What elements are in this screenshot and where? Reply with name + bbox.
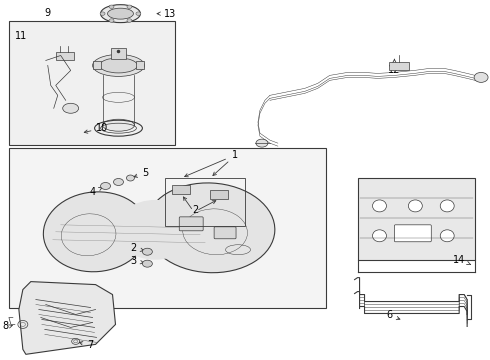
Text: 14: 14	[453, 255, 471, 265]
Ellipse shape	[372, 230, 387, 242]
Polygon shape	[19, 282, 116, 354]
Ellipse shape	[127, 5, 132, 9]
Ellipse shape	[143, 248, 152, 255]
Ellipse shape	[100, 183, 111, 189]
Ellipse shape	[102, 119, 134, 131]
Bar	[390, 62, 409, 71]
Text: 9: 9	[45, 8, 51, 18]
Ellipse shape	[143, 260, 152, 267]
Ellipse shape	[43, 192, 148, 272]
FancyBboxPatch shape	[358, 178, 475, 260]
FancyBboxPatch shape	[214, 227, 236, 239]
Ellipse shape	[146, 183, 275, 273]
Text: 13: 13	[157, 9, 176, 19]
FancyBboxPatch shape	[179, 217, 203, 231]
Ellipse shape	[107, 8, 133, 19]
Ellipse shape	[99, 58, 137, 73]
Bar	[136, 62, 145, 69]
Text: 8: 8	[3, 321, 9, 332]
Ellipse shape	[109, 19, 114, 22]
Bar	[111, 48, 126, 59]
Text: 11: 11	[15, 31, 27, 41]
Bar	[9, 21, 175, 145]
Text: 6: 6	[387, 310, 400, 320]
Ellipse shape	[63, 103, 78, 113]
Text: 2: 2	[192, 205, 198, 215]
Ellipse shape	[408, 200, 422, 212]
Bar	[93, 62, 100, 69]
Ellipse shape	[100, 12, 105, 15]
Ellipse shape	[100, 5, 141, 23]
Text: 1: 1	[232, 150, 238, 160]
Ellipse shape	[109, 5, 114, 9]
Text: 7: 7	[79, 340, 94, 350]
Ellipse shape	[256, 139, 268, 147]
Ellipse shape	[440, 230, 454, 242]
Ellipse shape	[474, 72, 488, 82]
Ellipse shape	[136, 12, 141, 15]
Ellipse shape	[114, 179, 123, 185]
Text: 10: 10	[84, 123, 109, 133]
Text: 5: 5	[134, 168, 148, 178]
Bar	[172, 185, 190, 194]
Ellipse shape	[93, 54, 145, 76]
Text: 3: 3	[130, 256, 144, 266]
Ellipse shape	[372, 200, 387, 212]
Text: 12: 12	[388, 59, 401, 76]
Ellipse shape	[126, 175, 134, 181]
Ellipse shape	[440, 200, 454, 212]
Bar	[165, 178, 245, 226]
Ellipse shape	[127, 19, 132, 22]
Text: 2: 2	[130, 243, 144, 253]
FancyBboxPatch shape	[394, 225, 431, 242]
Text: 4: 4	[90, 187, 102, 197]
Bar	[56, 53, 74, 60]
Ellipse shape	[116, 200, 195, 260]
Bar	[210, 190, 228, 199]
Bar	[9, 148, 326, 307]
